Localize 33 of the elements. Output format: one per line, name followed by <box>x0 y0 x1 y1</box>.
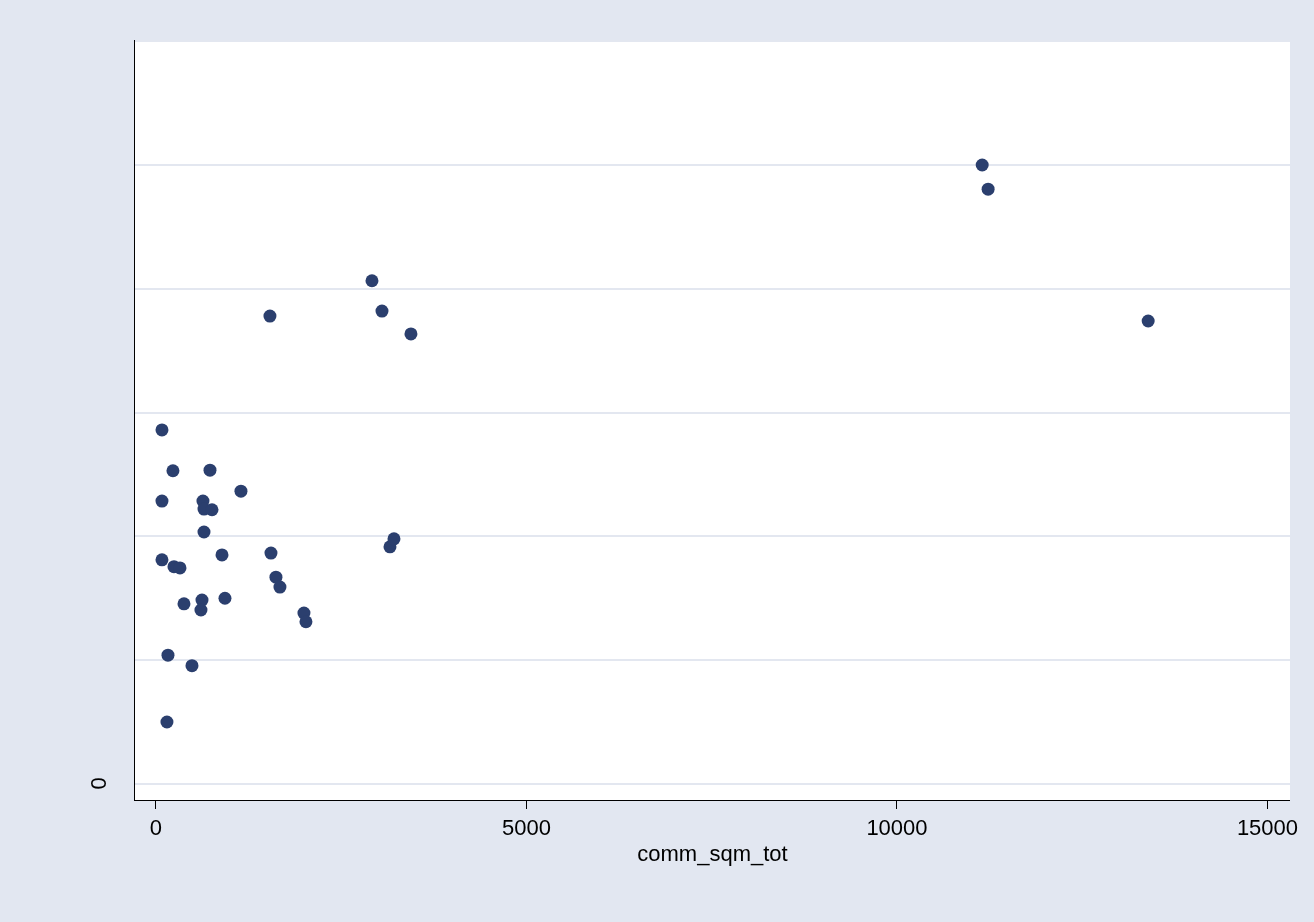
point <box>177 597 191 611</box>
point <box>975 158 989 172</box>
point <box>273 580 287 594</box>
point <box>173 561 187 575</box>
point <box>299 615 313 629</box>
point <box>387 532 401 546</box>
point <box>185 659 199 673</box>
point <box>404 327 418 341</box>
point <box>155 553 169 567</box>
text: 0 <box>85 777 111 790</box>
point <box>155 494 169 508</box>
point <box>234 484 248 498</box>
point <box>160 715 174 729</box>
x-axis-title: comm_sqm_tot <box>637 841 788 867</box>
point <box>218 591 232 605</box>
point <box>981 182 995 196</box>
point <box>215 548 229 562</box>
point <box>166 464 180 478</box>
point <box>203 463 217 477</box>
x-tick-label: 10000 <box>866 815 928 841</box>
x-tick-label: 5000 <box>501 815 551 841</box>
point <box>194 603 208 617</box>
point <box>155 423 169 437</box>
point <box>375 304 389 318</box>
x-tick-label: 0 <box>149 815 163 841</box>
point <box>197 525 211 539</box>
x-tick-label: 15000 <box>1236 815 1299 841</box>
point <box>161 648 175 662</box>
point <box>365 274 379 288</box>
point <box>1141 314 1155 328</box>
point <box>263 309 277 323</box>
point <box>205 503 219 517</box>
point <box>264 546 278 560</box>
